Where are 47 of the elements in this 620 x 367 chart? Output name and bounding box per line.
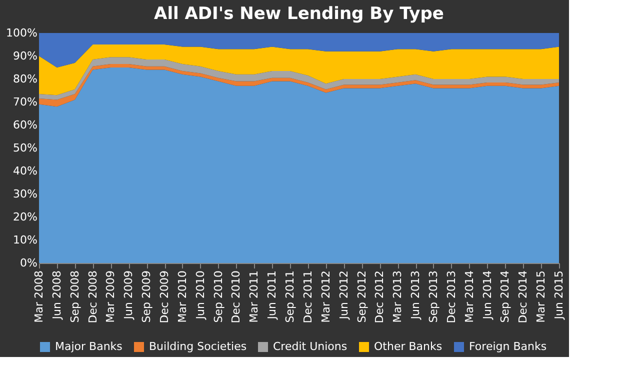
x-tick-label: Jun 2011 xyxy=(266,270,279,320)
x-tick-label: Sep 2014 xyxy=(498,270,512,323)
y-tick-label: 80% xyxy=(13,72,38,86)
x-tick-label: Dec 2012 xyxy=(373,270,386,324)
legend-label: Major Banks xyxy=(55,340,123,353)
x-tick-label: Sep 2013 xyxy=(426,270,440,323)
y-tick-label: 20% xyxy=(13,210,38,224)
x-tick-label: Dec 2014 xyxy=(516,270,530,324)
y-tick-label: 100% xyxy=(6,26,38,40)
chart-title: All ADI's New Lending By Type xyxy=(154,4,444,24)
y-tick-label: 30% xyxy=(13,188,38,200)
x-tick-label: Dec 2010 xyxy=(230,270,243,324)
x-tick-label: Mar 2012 xyxy=(319,270,332,323)
y-tick-label: 70% xyxy=(13,96,38,108)
y-tick-label: 10% xyxy=(13,234,38,246)
x-tick-label: Jun 2010 xyxy=(194,270,207,320)
y-tick-label: 50% xyxy=(13,142,38,154)
x-tick-label: Mar 2013 xyxy=(391,270,404,323)
y-tick-label: 0% xyxy=(20,256,38,270)
x-tick-label: Mar 2011 xyxy=(248,270,261,323)
x-tick-label: Jun 2012 xyxy=(337,270,350,320)
x-tick-label: Dec 2013 xyxy=(444,270,458,324)
x-tick-label: Jun 2008 xyxy=(50,270,64,320)
x-tick-label: Sep 2009 xyxy=(140,270,154,323)
x-tick-label: Sep 2011 xyxy=(284,270,297,323)
y-tick-label: 60% xyxy=(13,118,38,132)
x-tick-label: Dec 2011 xyxy=(301,270,314,324)
x-tick-label: Mar 2015 xyxy=(534,270,548,323)
x-tick-label: Sep 2010 xyxy=(212,270,225,323)
x-tick-label: Mar 2014 xyxy=(462,270,476,323)
y-tick-label: 90% xyxy=(13,50,38,62)
x-tick-label: Sep 2012 xyxy=(355,270,368,323)
legend-label: Credit Unions xyxy=(273,340,348,353)
x-tick-label: Dec 2009 xyxy=(158,270,172,324)
y-tick-label: 40% xyxy=(13,164,38,178)
x-tick-label: Dec 2008 xyxy=(86,270,100,324)
x-tick-label: Jun 2014 xyxy=(480,270,494,320)
x-tick-label: Jun 2013 xyxy=(409,270,422,320)
x-tick-label: Jun 2009 xyxy=(122,270,136,320)
legend-label: Other Banks xyxy=(374,340,442,353)
x-tick-label: Sep 2008 xyxy=(68,270,82,323)
legend-label: Building Societies xyxy=(149,340,247,353)
x-tick-label: Mar 2009 xyxy=(104,270,118,323)
legend-label: Foreign Banks xyxy=(469,340,547,353)
x-tick-label: Mar 2010 xyxy=(176,270,189,323)
x-tick-label: Mar 2008 xyxy=(32,270,46,323)
x-tick-label: Jun 2015 xyxy=(552,270,566,320)
